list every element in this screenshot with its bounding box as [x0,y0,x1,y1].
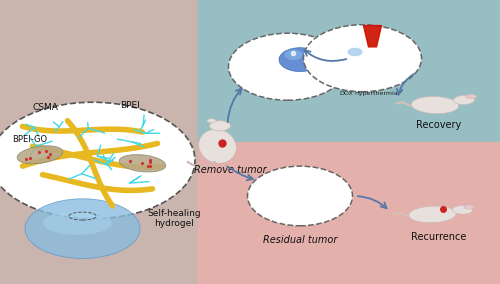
Bar [0,0,198,284]
Text: Residual tumor: Residual tumor [263,235,337,245]
Text: BPEI-GO: BPEI-GO [12,135,48,144]
Ellipse shape [310,51,415,80]
Text: DOX: DOX [340,91,353,96]
Ellipse shape [409,206,456,223]
Ellipse shape [198,129,236,163]
Circle shape [279,48,321,72]
Text: Remove tumor: Remove tumor [194,165,266,176]
Ellipse shape [266,184,314,202]
Ellipse shape [120,154,166,172]
Ellipse shape [254,188,346,215]
Ellipse shape [296,192,332,206]
Circle shape [248,166,352,226]
Text: BPEI: BPEI [120,101,140,110]
Bar [198,142,500,284]
Circle shape [304,25,422,92]
Circle shape [284,50,302,60]
Circle shape [228,33,346,100]
Polygon shape [364,26,382,47]
Ellipse shape [412,97,459,114]
Ellipse shape [207,119,216,123]
Ellipse shape [466,94,476,99]
Text: Self-healing
hydrogel: Self-healing hydrogel [148,209,201,228]
Ellipse shape [266,55,298,68]
Ellipse shape [452,206,472,214]
Text: Recovery: Recovery [416,120,462,130]
Ellipse shape [17,146,63,164]
Circle shape [0,102,195,219]
Ellipse shape [249,53,301,74]
Ellipse shape [210,121,231,131]
Ellipse shape [334,52,381,70]
Ellipse shape [464,205,474,209]
Circle shape [348,48,362,56]
Text: Hyperthermia: Hyperthermia [354,91,398,96]
Ellipse shape [43,211,112,235]
Text: CSMA: CSMA [32,103,58,112]
Text: Recurrence: Recurrence [412,232,467,242]
Ellipse shape [454,95,474,105]
Ellipse shape [25,199,140,258]
Ellipse shape [238,61,338,89]
Circle shape [342,45,378,65]
Bar [198,0,500,142]
